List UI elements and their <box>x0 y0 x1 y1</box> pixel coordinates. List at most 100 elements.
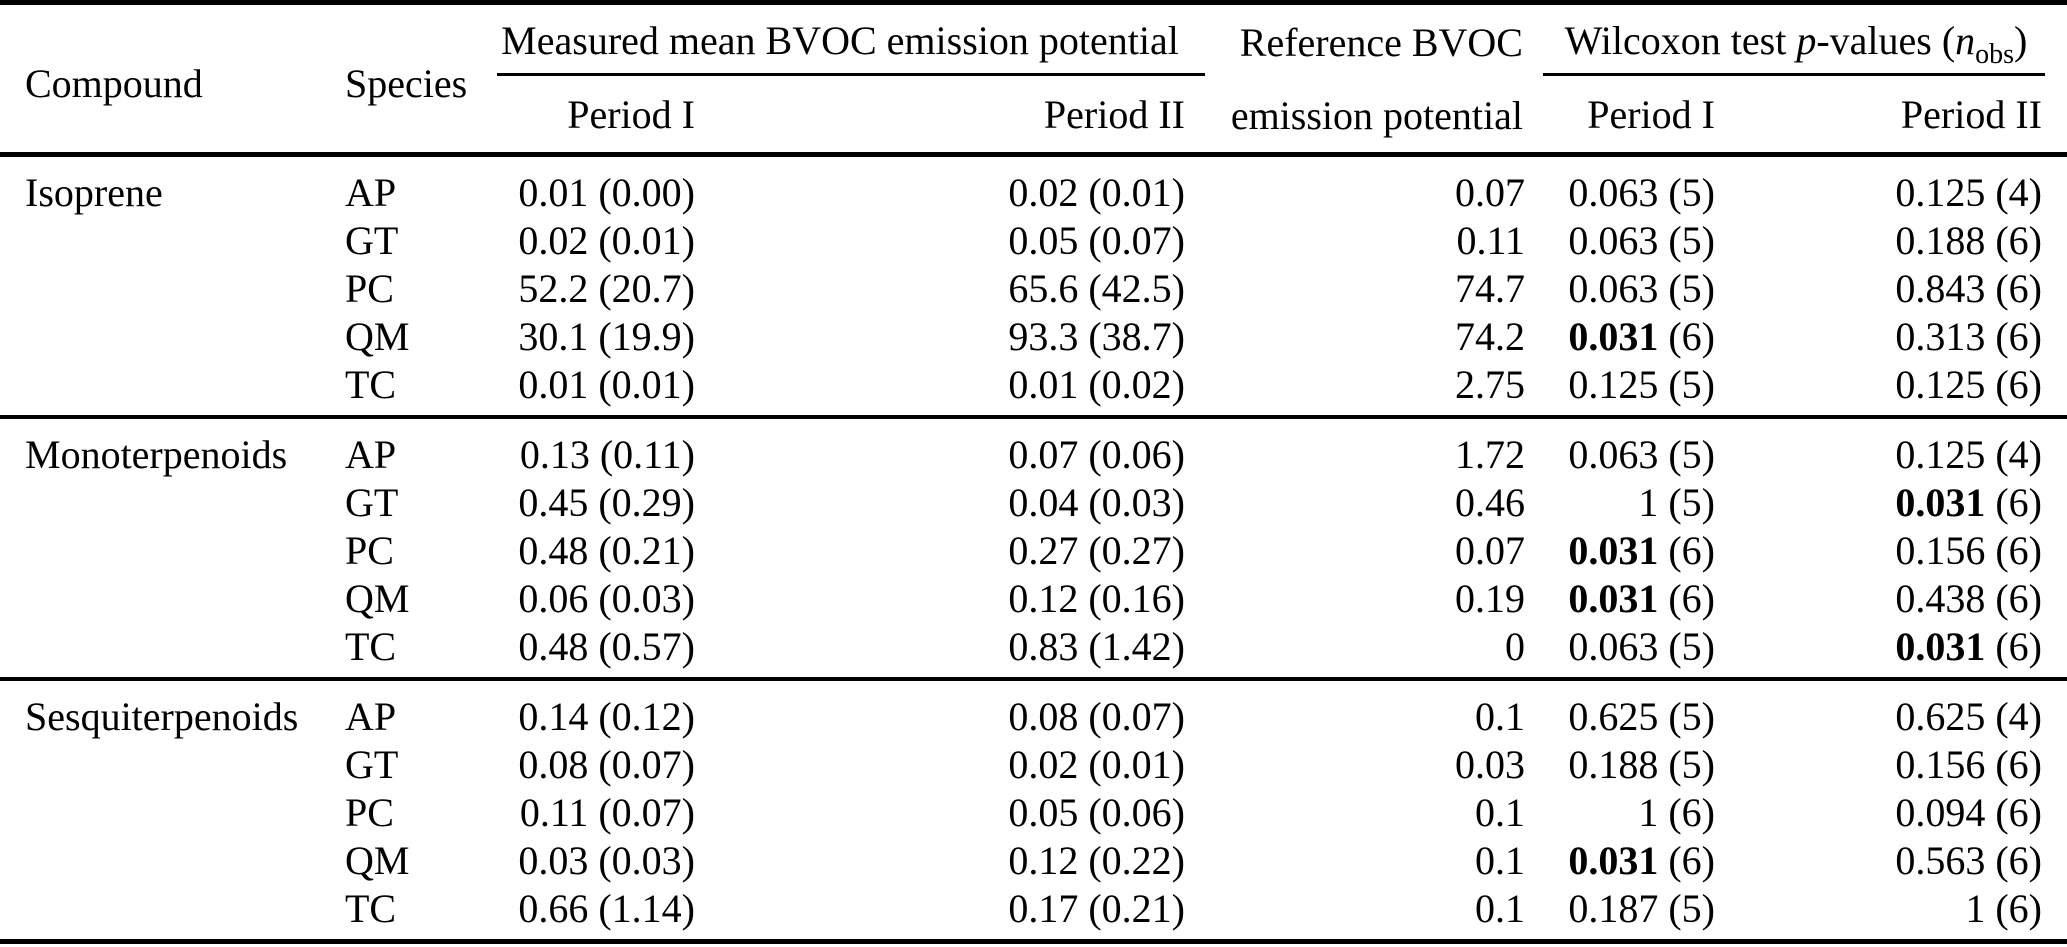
column-group-header-measured-bvoc: Measured mean BVOC emission potential <box>495 3 1205 77</box>
table-row: QM 30.1 (19.9) 93.3 (38.7) 74.2 0.031 (6) 0.3… <box>0 313 2067 361</box>
wilcoxon-period2-cell: 0.094 (6) <box>1895 790 2042 835</box>
wilcoxon-period1-cell: 1 (6) <box>1638 790 1715 835</box>
species-cell: GT <box>345 742 399 787</box>
table-row: PC 0.48 (0.21) 0.27 (0.27) 0.07 0.031 (6) 0.1… <box>0 527 2067 575</box>
table-row: GT 0.02 (0.01) 0.05 (0.07) 0.11 0.063 (5) 0.1… <box>0 217 2067 265</box>
column-header-reference-bvoc: Reference BVOC emission potential <box>1185 3 1525 155</box>
compound-cell <box>0 575 345 623</box>
compound-cell <box>0 313 345 361</box>
reference-cell: 74.2 <box>1455 314 1525 359</box>
column-group-header-wilcoxon: Wilcoxon test p-values (nobs) <box>1525 3 2067 77</box>
measured-period2-cell: 0.05 (0.06) <box>1008 790 1185 835</box>
significant-p-value: 0.031 <box>1895 624 1986 669</box>
table-row: Isoprene AP 0.01 (0.00) 0.02 (0.01) 0.07 0.06… <box>0 155 2067 218</box>
measured-period2-cell: 0.12 (0.22) <box>1008 838 1185 883</box>
measured-period1-cell: 0.01 (0.00) <box>518 170 695 215</box>
table-row: Sesquiterpenoids AP 0.14 (0.12) 0.08 (0.07)… <box>0 679 2067 741</box>
measured-period1-cell: 0.66 (1.14) <box>518 886 695 931</box>
measured-period1-cell: 0.03 (0.03) <box>518 838 695 883</box>
wilcoxon-period2-cell: 0.313 (6) <box>1895 314 2042 359</box>
reference-cell: 0 <box>1505 624 1525 669</box>
species-cell: AP <box>345 170 397 215</box>
measured-period1-cell: 0.48 (0.21) <box>518 528 695 573</box>
column-header-species: Species <box>345 60 468 106</box>
compound-block-isoprene: Isoprene AP 0.01 (0.00) 0.02 (0.01) 0.07 0.06… <box>0 155 2067 418</box>
measured-period1-cell: 0.14 (0.12) <box>518 694 695 739</box>
species-cell: GT <box>345 218 399 263</box>
wilcoxon-header-nobs-subscript: obs <box>1975 39 2015 70</box>
subheader-measured-period2: Period II <box>1043 91 1185 137</box>
table-row: GT 0.08 (0.07) 0.02 (0.01) 0.03 0.188 (5) 0.1… <box>0 741 2067 789</box>
measured-period2-cell: 0.07 (0.06) <box>1008 432 1185 477</box>
reference-cell: 2.75 <box>1455 362 1525 407</box>
measured-period2-cell: 0.12 (0.16) <box>1008 576 1185 621</box>
species-cell: AP <box>345 694 397 739</box>
species-cell: QM <box>345 838 410 883</box>
wilcoxon-period2-cell: 0.156 (6) <box>1895 528 2042 573</box>
wilcoxon-period2-cell: 0.125 (4) <box>1895 170 2042 215</box>
measured-period1-cell: 0.01 (0.01) <box>518 362 695 407</box>
compound-cell: Sesquiterpenoids <box>25 694 299 739</box>
species-cell: TC <box>345 624 397 669</box>
wilcoxon-period2-cell: 0.188 (6) <box>1895 218 2042 263</box>
wilcoxon-period1-cell: 0.031 (6) <box>1568 528 1715 573</box>
compound-cell <box>0 789 345 837</box>
wilcoxon-period1-cell: 0.063 (5) <box>1568 624 1715 669</box>
measured-period2-cell: 0.02 (0.01) <box>1008 742 1185 787</box>
wilcoxon-period2-cell: 0.625 (4) <box>1895 694 2042 739</box>
compound-block-monoterpenoids: Monoterpenoids AP 0.13 (0.11) 0.07 (0.06) 1.… <box>0 417 2067 679</box>
significant-p-value: 0.031 <box>1568 838 1659 883</box>
measured-period2-cell: 0.08 (0.07) <box>1008 694 1185 739</box>
table-row: TC 0.01 (0.01) 0.01 (0.02) 2.75 0.125 (5) 0.1… <box>0 361 2067 417</box>
table-header: Compound Species Measured mean BVOC emis… <box>0 3 2067 155</box>
table-row: PC 52.2 (20.7) 65.6 (42.5) 74.7 0.063 (5) 0.8… <box>0 265 2067 313</box>
measured-period1-cell: 0.13 (0.11) <box>519 432 695 477</box>
compound-block-sesquiterpenoids: Sesquiterpenoids AP 0.14 (0.12) 0.08 (0.07)… <box>0 679 2067 942</box>
measured-period2-cell: 0.02 (0.01) <box>1008 170 1185 215</box>
measured-period1-cell: 0.45 (0.29) <box>518 480 695 525</box>
compound-cell <box>0 741 345 789</box>
wilcoxon-period1-cell: 0.063 (5) <box>1568 218 1715 263</box>
measured-period2-cell: 93.3 (38.7) <box>1008 314 1185 359</box>
table-row: Monoterpenoids AP 0.13 (0.11) 0.07 (0.06) 1.… <box>0 417 2067 479</box>
wilcoxon-period1-cell: 0.188 (5) <box>1568 742 1715 787</box>
wilcoxon-period2-cell: 0.563 (6) <box>1895 838 2042 883</box>
measured-period2-cell: 0.04 (0.03) <box>1008 480 1185 525</box>
wilcoxon-period2-cell: 0.031 (6) <box>1895 480 2042 525</box>
wilcoxon-period2-cell: 0.031 (6) <box>1895 624 2042 669</box>
wilcoxon-period1-cell: 0.063 (5) <box>1568 170 1715 215</box>
reference-cell: 74.7 <box>1455 266 1525 311</box>
measured-period2-cell: 0.27 (0.27) <box>1008 528 1185 573</box>
measured-period1-cell: 30.1 (19.9) <box>518 314 695 359</box>
reference-cell: 0.1 <box>1475 694 1525 739</box>
wilcoxon-header-p: p <box>1796 18 1817 63</box>
significant-p-value: 0.031 <box>1568 576 1659 621</box>
wilcoxon-header-text: ) <box>2014 18 2028 63</box>
wilcoxon-period1-cell: 0.063 (5) <box>1568 432 1715 477</box>
wilcoxon-period2-cell: 0.438 (6) <box>1895 576 2042 621</box>
species-cell: TC <box>345 886 397 931</box>
measured-period1-cell: 0.08 (0.07) <box>518 742 695 787</box>
measured-period1-cell: 0.06 (0.03) <box>518 576 695 621</box>
wilcoxon-period1-cell: 0.031 (6) <box>1568 838 1715 883</box>
reference-cell: 0.1 <box>1475 886 1525 931</box>
subheader-measured-period1: Period I <box>567 91 695 137</box>
table-row: QM 0.06 (0.03) 0.12 (0.16) 0.19 0.031 (6) 0.4… <box>0 575 2067 623</box>
measured-period1-cell: 0.48 (0.57) <box>518 624 695 669</box>
reference-cell: 0.07 <box>1455 528 1525 573</box>
table-row: TC 0.66 (1.14) 0.17 (0.21) 0.1 0.187 (5) 1 (6… <box>0 885 2067 942</box>
reference-cell: 0.19 <box>1455 576 1525 621</box>
reference-cell: 1.72 <box>1455 432 1525 477</box>
compound-cell <box>0 527 345 575</box>
wilcoxon-period1-cell: 0.031 (6) <box>1568 576 1715 621</box>
species-cell: AP <box>345 432 397 477</box>
compound-cell <box>0 623 345 679</box>
measured-period1-cell: 0.02 (0.01) <box>518 218 695 263</box>
reference-cell: 0.11 <box>1456 218 1525 263</box>
column-header-compound: Compound <box>25 60 203 106</box>
wilcoxon-period1-cell: 0.625 (5) <box>1568 694 1715 739</box>
wilcoxon-header-text: Wilcoxon test <box>1564 18 1797 63</box>
compound-cell <box>0 885 345 942</box>
